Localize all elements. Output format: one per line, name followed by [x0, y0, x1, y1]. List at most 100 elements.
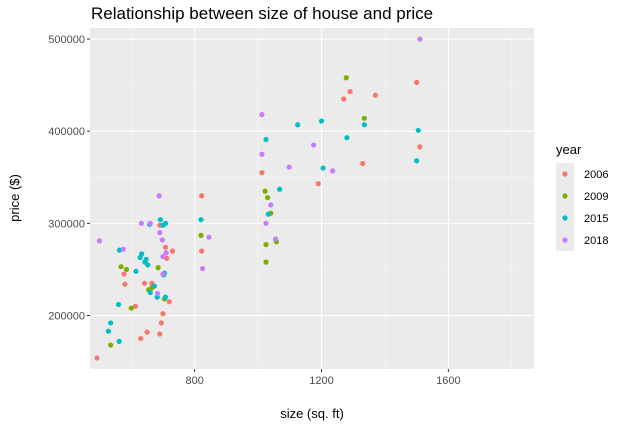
data-point-2015	[157, 217, 164, 223]
data-point-2018	[199, 265, 206, 272]
chart-title: Relationship between size of house and p…	[91, 4, 433, 23]
legend-label-2018: 2018	[584, 235, 608, 247]
data-point-2006	[360, 160, 366, 167]
data-point-2015	[361, 122, 367, 128]
data-point-2015	[145, 262, 151, 268]
data-point-2018	[259, 151, 265, 157]
x-axis-title: size (sq. ft)	[280, 406, 344, 421]
data-point-2015	[277, 186, 283, 192]
data-point-2015	[105, 328, 111, 334]
plot-panel	[90, 28, 534, 369]
data-point-2009	[108, 342, 114, 348]
data-point-2006	[94, 355, 100, 361]
data-point-2018	[330, 168, 336, 174]
data-point-2018	[417, 36, 423, 42]
data-point-2018	[120, 246, 126, 252]
data-point-2006	[158, 320, 164, 326]
data-point-2018	[259, 112, 265, 118]
data-point-2018	[154, 290, 161, 297]
data-point-2006	[138, 335, 144, 342]
data-point-2018	[157, 230, 163, 236]
data-point-2015	[318, 118, 325, 124]
legend-marker-2006	[562, 171, 568, 177]
data-point-2018	[206, 234, 212, 240]
data-points	[94, 36, 423, 361]
data-point-2018	[147, 220, 153, 226]
y-tick-label: 300000	[48, 218, 85, 230]
legend-marker-2018	[562, 237, 568, 243]
y-tick-label: 500000	[48, 34, 85, 46]
data-point-2015	[139, 251, 145, 257]
data-point-2018	[272, 236, 279, 242]
data-point-2018	[263, 220, 269, 226]
data-point-2015	[133, 268, 139, 274]
legend-marker-2015	[562, 215, 568, 221]
axes: 800 1200 1600 200000 300000 400000 500000	[48, 34, 460, 387]
data-point-2009	[343, 75, 349, 81]
data-point-2009	[128, 305, 134, 311]
x-tick-label: 800	[185, 375, 203, 387]
data-point-2006	[199, 248, 205, 254]
data-point-2006	[141, 280, 148, 286]
data-point-2006	[132, 303, 138, 309]
data-point-2009	[265, 194, 271, 201]
data-point-2006	[160, 311, 166, 317]
data-point-2015	[116, 338, 122, 344]
data-point-2015	[115, 301, 122, 308]
y-axis-title: price ($)	[7, 174, 22, 222]
data-point-2006	[157, 331, 163, 337]
legend-label-2015: 2015	[584, 213, 608, 225]
data-point-2009	[118, 264, 124, 270]
data-point-2009	[263, 259, 269, 265]
data-point-2015	[108, 320, 114, 326]
data-point-2015	[263, 136, 269, 143]
data-point-2006	[414, 79, 420, 85]
data-point-2018	[156, 193, 162, 199]
data-point-2018	[159, 237, 165, 243]
data-point-2015	[151, 283, 157, 289]
data-point-2009	[361, 115, 367, 121]
data-point-2006	[121, 271, 127, 277]
data-point-2006	[199, 193, 205, 199]
data-point-2006	[144, 329, 150, 335]
data-point-2006	[417, 144, 423, 150]
data-point-2018	[138, 220, 144, 226]
legend-title: year	[556, 142, 582, 157]
data-point-2018	[310, 142, 317, 148]
data-point-2015	[143, 256, 149, 262]
data-point-2006	[122, 281, 128, 287]
data-point-2006	[166, 299, 172, 305]
data-point-2015	[198, 217, 204, 223]
legend-label-2006: 2006	[584, 169, 608, 181]
data-point-2015	[295, 122, 301, 128]
y-tick-label: 200000	[48, 311, 85, 323]
data-point-2015	[415, 127, 421, 133]
legend: year 2006 2009 2015 2018	[556, 142, 608, 251]
data-point-2009	[263, 241, 269, 248]
data-point-2018	[268, 202, 274, 208]
data-point-2006	[347, 88, 353, 95]
data-point-2018	[163, 250, 169, 256]
data-point-2009	[155, 265, 161, 271]
data-point-2015	[320, 165, 326, 171]
data-point-2018	[160, 271, 166, 277]
legend-marker-2009	[562, 193, 568, 199]
data-point-2006	[341, 96, 347, 102]
data-point-2018	[286, 164, 292, 170]
data-point-2015	[414, 158, 420, 164]
data-point-2018	[96, 238, 103, 244]
data-point-2006	[162, 244, 169, 250]
data-point-2009	[262, 188, 268, 194]
data-point-2015	[344, 135, 350, 141]
y-tick-label: 400000	[48, 126, 85, 138]
data-point-2018	[160, 253, 166, 260]
data-point-2015	[162, 220, 169, 226]
data-point-2009	[198, 232, 204, 238]
data-point-2006	[372, 92, 379, 98]
data-point-2009	[123, 266, 130, 273]
data-point-2015	[147, 289, 153, 296]
x-tick-label: 1600	[436, 375, 460, 387]
data-point-2006	[315, 181, 321, 187]
data-point-2015	[265, 211, 271, 217]
